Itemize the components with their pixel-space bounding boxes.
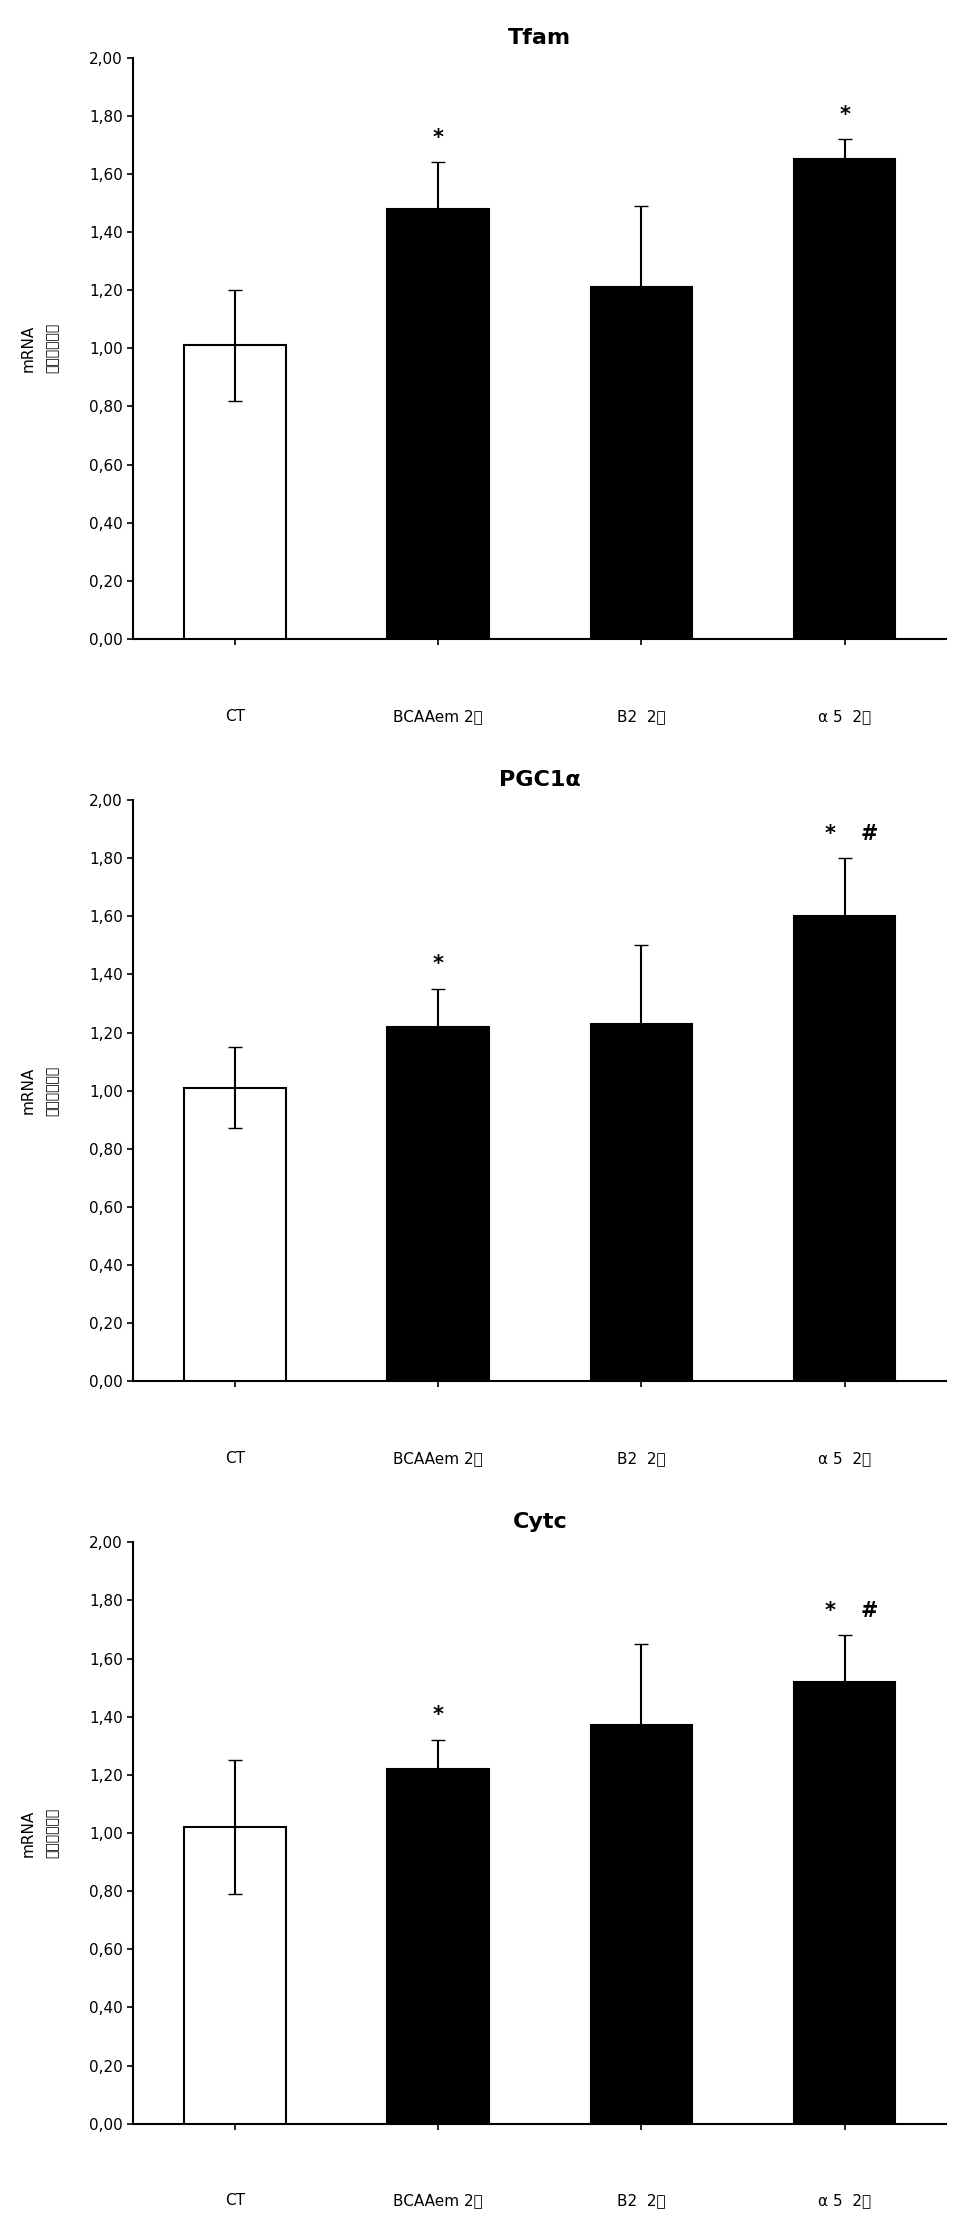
Text: CT: CT	[225, 1452, 245, 1465]
Text: α 5  2天: α 5 2天	[818, 708, 871, 724]
Bar	[184, 1087, 285, 1381]
Text: *: *	[432, 955, 444, 975]
Text: B2  2天: B2 2天	[618, 1452, 666, 1465]
Title: PGC1α: PGC1α	[499, 771, 581, 791]
Text: *: *	[432, 1706, 444, 1726]
Bar	[794, 1681, 895, 2125]
Text: #: #	[860, 824, 878, 844]
Bar	[794, 915, 895, 1381]
Text: （相对表达）: （相对表达）	[45, 323, 59, 374]
Text: *: *	[840, 105, 850, 125]
Bar	[388, 1027, 489, 1381]
Text: #: #	[860, 1601, 878, 1621]
Text: α 5  2天: α 5 2天	[818, 1452, 871, 1465]
Text: CT: CT	[225, 2194, 245, 2209]
Text: CT: CT	[225, 708, 245, 724]
Bar	[388, 209, 489, 639]
Text: mRNA: mRNA	[20, 1808, 35, 1857]
Bar	[590, 1726, 693, 2125]
Text: BCAAem 2天: BCAAem 2天	[393, 708, 483, 724]
Bar	[590, 1024, 693, 1381]
Title: Tfam: Tfam	[508, 27, 572, 47]
Text: *: *	[825, 1601, 836, 1621]
Bar	[184, 345, 285, 639]
Text: BCAAem 2天: BCAAem 2天	[393, 1452, 483, 1465]
Text: （相对表达）: （相对表达）	[45, 1065, 59, 1116]
Text: B2  2天: B2 2天	[618, 2194, 666, 2209]
Bar	[590, 287, 693, 639]
Text: mRNA: mRNA	[20, 325, 35, 372]
Bar	[794, 160, 895, 639]
Text: （相对表达）: （相对表达）	[45, 1808, 59, 1857]
Text: *: *	[432, 127, 444, 147]
Bar	[184, 1826, 285, 2125]
Title: Cytc: Cytc	[512, 1512, 567, 1532]
Text: BCAAem 2天: BCAAem 2天	[393, 2194, 483, 2209]
Text: α 5  2天: α 5 2天	[818, 2194, 871, 2209]
Text: *: *	[825, 824, 836, 844]
Text: mRNA: mRNA	[20, 1067, 35, 1114]
Text: B2  2天: B2 2天	[618, 708, 666, 724]
Bar	[388, 1768, 489, 2125]
